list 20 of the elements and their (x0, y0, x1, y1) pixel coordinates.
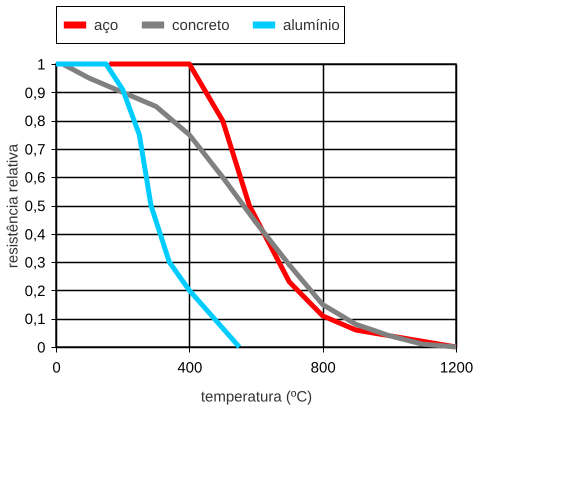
y-tick-label: 0,5 (24, 198, 46, 215)
x-tick-label: 1200 (440, 360, 474, 376)
y-tick-label: 0,2 (24, 282, 46, 300)
legend-label: alumínio (283, 17, 340, 34)
y-axis-title: resistência relativa (4, 143, 22, 268)
x-tick-label: 400 (177, 360, 202, 376)
legend-label: aço (94, 17, 118, 34)
x-axis-title: temperatura (ºC) (200, 388, 312, 406)
legend-label: concreto (172, 17, 230, 34)
y-tick-label: 0,8 (24, 113, 46, 130)
x-tick-label: 800 (310, 360, 336, 376)
y-tick-label: 0,3 (24, 254, 46, 272)
y-tick-label: 0,9 (24, 84, 46, 102)
y-tick-label: 0,6 (24, 170, 46, 187)
y-tick-label: 0,1 (24, 311, 46, 328)
y-tick-label: 0,4 (24, 226, 46, 244)
y-tick-label: 0,7 (24, 141, 46, 158)
y-tick-label: 1 (37, 56, 46, 74)
x-tick-label: 0 (52, 360, 61, 376)
y-tick-label: 0 (37, 340, 46, 356)
